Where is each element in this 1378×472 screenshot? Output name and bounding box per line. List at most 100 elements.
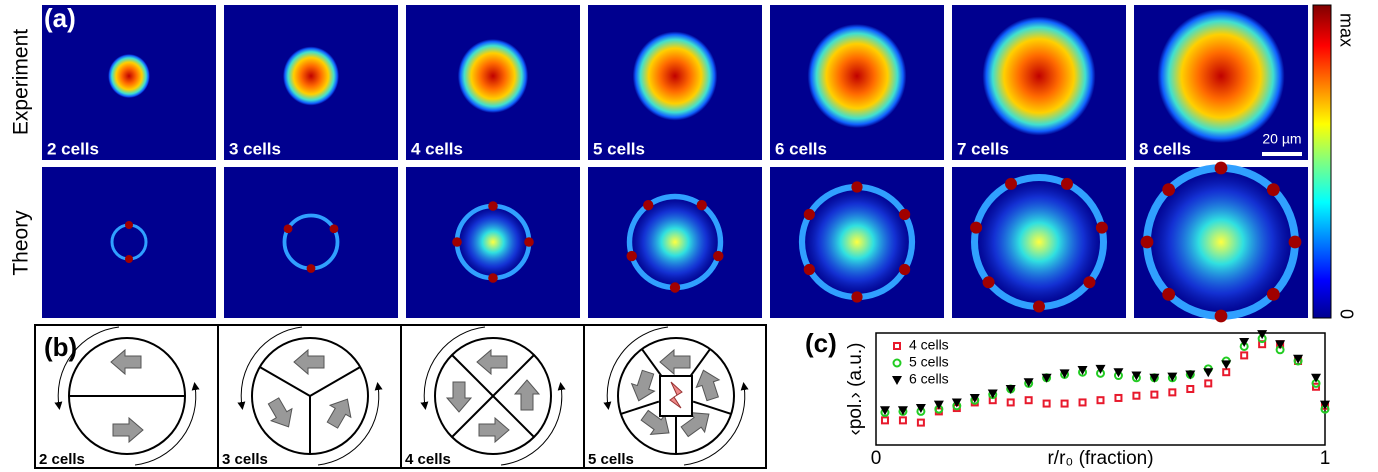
cell-junction: [488, 201, 498, 211]
panel-label: (c): [805, 328, 837, 358]
legend-label: 5 cells: [909, 354, 949, 370]
legend-label: 4 cells: [909, 337, 949, 353]
legend-label: 6 cells: [909, 371, 949, 387]
polarity-arrow: [322, 393, 358, 431]
cell-signal: [633, 32, 718, 121]
polarity-arrow: [111, 350, 141, 374]
cell-junction: [524, 237, 534, 247]
cell-junction: [452, 237, 462, 247]
cell-boundary: [693, 402, 731, 414]
cell-count-label: 6 cells: [775, 139, 827, 158]
cell-signal: [458, 39, 528, 113]
cell-ring: [975, 178, 1104, 307]
data-point: [1026, 397, 1032, 403]
rotation-arrow: [318, 386, 379, 465]
panel-label: (a): [44, 3, 76, 33]
cell-junction: [307, 264, 316, 273]
data-point: [1223, 369, 1229, 375]
cell-junction: [330, 224, 339, 233]
cell-count-label: 7 cells: [957, 139, 1009, 158]
cell-junction: [1141, 236, 1154, 249]
x-axis-label: r/r₀ (fraction): [1047, 448, 1153, 469]
cell-ring: [802, 187, 912, 297]
cell-junction: [1162, 288, 1175, 301]
cell-junction: [1061, 178, 1073, 190]
figure: 2 cells3 cells4 cells5 cells6 cells7 cel…: [0, 0, 1378, 472]
polarity-arrow: [627, 368, 659, 404]
cell-count-label: 3 cells: [222, 451, 268, 468]
cell-count-label: 2 cells: [47, 139, 99, 158]
cell-junction: [643, 200, 653, 210]
data-point: [1221, 360, 1231, 369]
cell-boundary: [310, 367, 360, 396]
data-point: [1080, 399, 1086, 405]
cell-junction: [983, 276, 995, 288]
cell-junction: [804, 209, 815, 220]
cell-junction: [125, 255, 133, 263]
cell-junction: [670, 282, 680, 292]
cell-junction: [970, 222, 982, 234]
cell-junction: [1083, 276, 1095, 288]
x-tick-label: 1: [1320, 448, 1331, 469]
data-point: [900, 417, 906, 423]
cell-junction: [125, 221, 133, 229]
cell-signal: [108, 54, 150, 98]
cell-junction: [1267, 288, 1280, 301]
row-label: Theory: [10, 210, 33, 276]
data-point: [882, 417, 888, 423]
polarity-arrow: [263, 395, 299, 433]
cell-junction: [1096, 222, 1108, 234]
polarity-arrow: [515, 380, 539, 410]
cell-junction: [851, 181, 862, 192]
cell-ring: [457, 206, 529, 278]
data-point: [1187, 386, 1193, 392]
cell-signal: [982, 17, 1095, 136]
cell-junction: [899, 264, 910, 275]
cell-junction: [1215, 162, 1228, 175]
rotation-arrow: [241, 327, 302, 406]
cell-junction: [1033, 301, 1045, 313]
colorbar-min: 0: [1336, 309, 1356, 319]
legend-marker: [894, 360, 901, 367]
cell-junction: [1162, 183, 1175, 196]
scale-bar-label: 20 µm: [1262, 131, 1301, 147]
polarity-arrow: [294, 350, 324, 374]
cell-junction: [627, 251, 637, 261]
cell-count-label: 4 cells: [405, 451, 451, 468]
legend-marker: [894, 343, 900, 349]
panel-label: (b): [44, 332, 77, 362]
cell-count-label: 4 cells: [411, 139, 463, 158]
y-axis-label: ‹pol.› (a.u.): [845, 343, 866, 436]
rotation-arrow: [135, 386, 196, 465]
data-point: [1044, 401, 1050, 407]
cell-signal: [1157, 9, 1284, 143]
cell-junction: [713, 251, 723, 261]
cell-signal: [808, 24, 907, 128]
heatmap-theory: [42, 167, 216, 318]
cell-junction: [1267, 183, 1280, 196]
data-point: [1205, 380, 1211, 386]
polarity-arrow: [477, 350, 507, 374]
cell-junction: [488, 273, 498, 283]
data-point: [1008, 399, 1014, 405]
data-point: [918, 420, 924, 426]
data-point: [1133, 393, 1139, 399]
cell-junction: [284, 224, 293, 233]
cell-junction: [899, 209, 910, 220]
data-point: [1169, 389, 1175, 395]
colorbar: [1313, 5, 1331, 318]
cell-boundary: [621, 402, 659, 414]
data-point: [1062, 401, 1068, 407]
polarity-arrow: [692, 367, 724, 403]
cell-junction: [851, 291, 862, 302]
cell-signal: [283, 47, 339, 106]
data-point: [1098, 397, 1104, 403]
cell-count-label: 2 cells: [39, 451, 85, 468]
polarity-arrow: [113, 418, 143, 442]
legend-marker: [892, 376, 902, 385]
cell-count-label: 8 cells: [1139, 139, 1191, 158]
cell-count-label: 5 cells: [593, 139, 645, 158]
cell-junction: [1215, 310, 1228, 323]
colorbar-max: max: [1336, 13, 1356, 47]
